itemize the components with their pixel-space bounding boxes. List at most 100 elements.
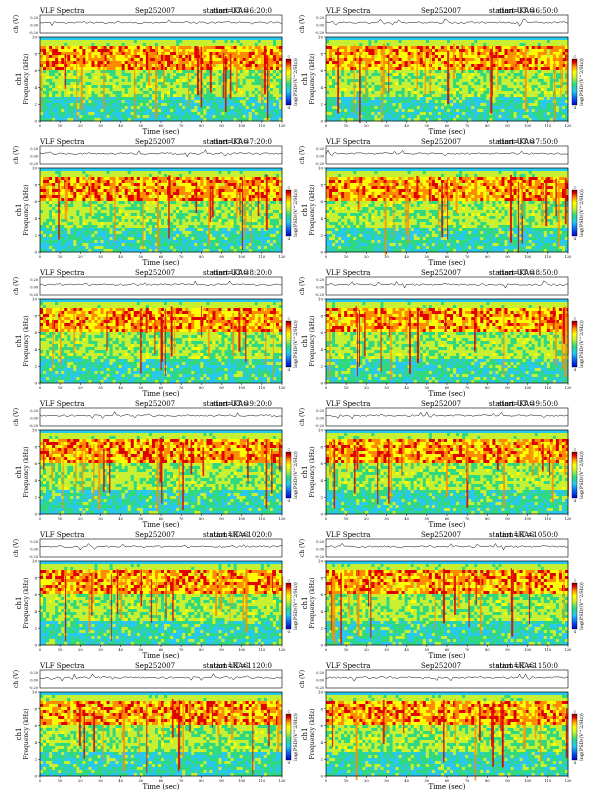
spectrogram-cell — [222, 37, 225, 40]
spectrogram-cell — [58, 73, 61, 76]
spectrogram-cell — [97, 67, 100, 70]
spectrogram-cell — [94, 46, 97, 49]
spectrogram-cell — [255, 37, 258, 40]
spectrogram-cell — [194, 43, 197, 46]
spectrogram-cell — [212, 52, 215, 55]
spectrogram-cell — [46, 67, 49, 70]
spectrogram-cell — [270, 67, 273, 70]
spectrogram-cell — [91, 79, 94, 82]
spectrogram-cell — [203, 58, 206, 61]
spectrogram-cell — [179, 49, 182, 52]
spectrogram-cell — [206, 43, 209, 46]
spectrogram-cell — [131, 43, 134, 46]
spectrogram-cell — [107, 40, 110, 43]
spectrogram-cell — [122, 61, 125, 64]
ch-axis-label: ch (V) — [13, 15, 20, 33]
spectrogram-cell — [46, 70, 49, 73]
spectrogram-cell — [61, 52, 64, 55]
spectrogram-cell — [203, 61, 206, 64]
spectrogram-cell — [218, 64, 221, 67]
spectrogram-cell — [225, 46, 228, 49]
spectrogram-cell — [46, 52, 49, 55]
spectrogram-cell — [49, 73, 52, 76]
spectrogram-cell — [206, 76, 209, 79]
spectrogram-cell — [215, 76, 218, 79]
spectrogram-cell — [140, 43, 143, 46]
spectrogram-cell — [64, 40, 67, 43]
spectrogram-cell — [152, 43, 155, 46]
spectrogram-cell — [67, 46, 70, 49]
spectrogram-cell — [276, 67, 279, 70]
spectrogram-cell — [209, 37, 212, 40]
spectrogram-cell — [240, 40, 243, 43]
spectrogram-cell — [43, 70, 46, 73]
spectrogram-cell — [43, 61, 46, 64]
spectrogram-cell — [258, 43, 261, 46]
spectrogram-cell — [79, 37, 82, 40]
spectrogram-cell — [243, 37, 246, 40]
spectrogram-cell — [70, 73, 73, 76]
spectrogram-cell — [143, 76, 146, 79]
spectrogram-cell — [258, 67, 261, 70]
spectrogram-cell — [222, 43, 225, 46]
spectrogram-cell — [110, 52, 113, 55]
spectrogram-cell — [161, 40, 164, 43]
spectrogram-cell — [222, 49, 225, 52]
spectrogram-cell — [104, 49, 107, 52]
spectrogram-cell — [70, 76, 73, 79]
spectrogram-cell — [273, 73, 276, 76]
spectrogram-cell — [125, 46, 128, 49]
spectrogram-cell — [243, 76, 246, 79]
spectrogram-cell — [134, 46, 137, 49]
spectrogram-cell — [70, 67, 73, 70]
spectrogram-cell — [137, 52, 140, 55]
spectrogram-cell — [94, 55, 97, 58]
spectrogram-cell — [170, 73, 173, 76]
panel-title: VLF Spectra — [39, 7, 84, 15]
spectrogram-cell — [200, 37, 203, 40]
spectrogram-cell — [182, 61, 185, 64]
spectrogram-cell — [225, 52, 228, 55]
spectrogram-cell — [276, 49, 279, 52]
spectrogram-cell — [152, 79, 155, 82]
spectrogram-cell — [97, 52, 100, 55]
spectrogram-cell — [179, 40, 182, 43]
spectrogram-cell — [234, 43, 237, 46]
spectrogram-cell — [203, 46, 206, 49]
spectrogram-cell — [46, 79, 49, 82]
spectrogram-cell — [110, 79, 113, 82]
spectrogram-cell — [94, 43, 97, 46]
spectrogram-cell — [137, 43, 140, 46]
spectrogram-cell — [212, 37, 215, 40]
spectra-panel: VLF SpectraSep252007station=KAGstart UT … — [13, 7, 299, 136]
spectrogram-cell — [158, 49, 161, 52]
spectrogram-cell — [46, 73, 49, 76]
spectrogram-cell — [52, 58, 55, 61]
spectrogram-cell — [43, 40, 46, 43]
spectrogram-cell — [128, 46, 131, 49]
spectrogram-cell — [125, 52, 128, 55]
spectrogram-cell — [110, 73, 113, 76]
spectrogram-cell — [94, 64, 97, 67]
spectrogram-cell — [258, 49, 261, 52]
spectrogram-cell — [49, 52, 52, 55]
spectrogram-cell — [243, 64, 246, 67]
spectrogram-cell — [179, 67, 182, 70]
spectrogram-cell — [82, 46, 85, 49]
spectrogram-cell — [255, 52, 258, 55]
spectrogram-cell — [91, 61, 94, 64]
spectrogram-cell — [215, 70, 218, 73]
spectrogram-cell — [49, 64, 52, 67]
spectrogram-cell — [252, 61, 255, 64]
spectrogram-cell — [170, 61, 173, 64]
spectrogram-cell — [73, 55, 76, 58]
spectrogram-cell — [52, 73, 55, 76]
spectrogram-cell — [167, 37, 170, 40]
spectrogram-cell — [107, 61, 110, 64]
spectrogram-cell — [43, 58, 46, 61]
spectrogram-cell — [58, 52, 61, 55]
spectrogram-cell — [61, 58, 64, 61]
spectrogram-cell — [215, 67, 218, 70]
spectrogram-cell — [61, 70, 64, 73]
spectrogram-cell — [261, 43, 264, 46]
